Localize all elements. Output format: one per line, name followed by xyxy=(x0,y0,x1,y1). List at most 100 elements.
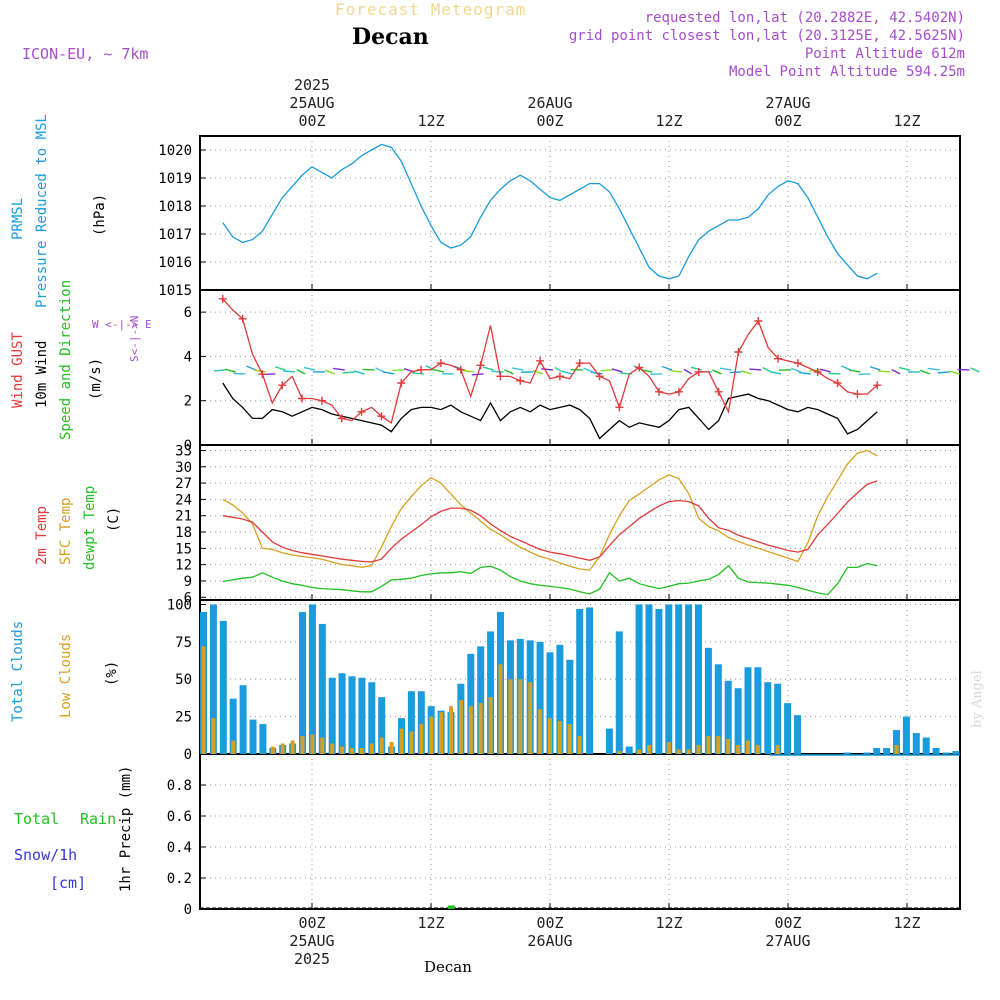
low-cloud-bar xyxy=(468,706,473,754)
temp-ytick-label: 12 xyxy=(175,558,192,574)
total-cloud-bar xyxy=(318,623,326,754)
wind-gust-marker xyxy=(635,363,644,372)
wind-arrow xyxy=(541,368,554,371)
total-cloud-bar xyxy=(942,752,950,754)
precip-ytick-label: 0.4 xyxy=(167,840,192,856)
low-cloud-bar xyxy=(379,737,384,754)
rain-label-total: Total xyxy=(14,810,60,828)
total-cloud-bar xyxy=(695,604,702,754)
low-cloud-bar xyxy=(637,749,642,754)
wind-arrow xyxy=(740,370,752,375)
total-cloud-bar xyxy=(615,631,623,754)
total-cloud-bar xyxy=(902,716,910,754)
temp-ytick-label: 18 xyxy=(175,525,192,541)
temp-ytick-label: 21 xyxy=(175,509,192,525)
total-cloud-bar xyxy=(952,751,960,754)
low-cloud-bar xyxy=(548,718,552,754)
requested-coords: requested lon,lat (20.2882E, 42.5402N) xyxy=(644,10,965,26)
total-cloud-bar xyxy=(467,653,475,754)
low-cloud-bar xyxy=(518,679,523,754)
low-cloud-bar xyxy=(577,736,582,754)
temp-ytick-label: 6 xyxy=(184,590,192,606)
wind-arrow xyxy=(224,368,236,373)
wind-arrow xyxy=(869,366,881,371)
wind-arrow xyxy=(898,366,911,371)
wind-arrow xyxy=(491,370,504,373)
low-cloud-bar xyxy=(617,751,622,754)
top-times-label: 27AUG xyxy=(765,94,811,112)
low-cloud-bar xyxy=(528,682,533,754)
wind-arrow xyxy=(333,367,345,371)
wind-arrow xyxy=(937,371,950,374)
total-cloud-bar xyxy=(734,688,742,754)
temp-ytick-label: 27 xyxy=(175,476,192,492)
wind-gust-marker xyxy=(278,381,287,390)
wind-arrow xyxy=(583,367,593,373)
low-cloud-bar xyxy=(647,745,651,754)
low-cloud-bar xyxy=(706,736,711,754)
wind-gust-marker xyxy=(714,387,723,396)
total-cloud-bar xyxy=(932,748,940,754)
pressure-panel: 1015 1016 1017 1018 1019 1020 xyxy=(158,136,960,299)
wind-arrow xyxy=(554,366,564,373)
wind-arrow xyxy=(482,366,494,371)
total-cloud-bar xyxy=(358,677,366,754)
total-cloud-bar xyxy=(605,728,613,754)
wind-arrow xyxy=(274,366,286,371)
wind-gust-marker xyxy=(655,387,664,396)
low-cloud-bar xyxy=(350,748,354,754)
wind-gust-marker xyxy=(476,361,485,370)
total-cloud-bar xyxy=(655,608,663,754)
total-cloud-bar xyxy=(368,682,376,754)
wind-arrow xyxy=(928,367,940,371)
pressure-ytick-label: 1019 xyxy=(158,171,192,187)
low-cloud-bar xyxy=(775,745,780,754)
wind-arrow xyxy=(841,365,851,371)
low-cloud-bar xyxy=(389,742,394,754)
pressure-ytick-label: 1017 xyxy=(158,227,192,243)
low-cloud-bar xyxy=(458,700,463,754)
total-cloud-bar xyxy=(586,607,594,754)
wind-arrow xyxy=(848,369,861,373)
sfc-temp-line xyxy=(222,449,878,571)
low-cloud-bar xyxy=(290,740,295,754)
low-cloud-bar xyxy=(726,739,731,754)
low-cloud-bar xyxy=(498,664,503,754)
wind-gust-marker xyxy=(873,381,882,390)
total-cloud-bar xyxy=(566,659,574,754)
total-cloud-bar xyxy=(299,611,306,754)
total-cloud-bar xyxy=(893,730,900,754)
wind-arrow xyxy=(819,368,831,373)
wind-arrow xyxy=(213,369,226,372)
bottom-times-label: 25AUG xyxy=(289,932,335,950)
gridpoint-coords: grid point closest lon,lat (20.3125E, 42… xyxy=(568,28,965,44)
wind-gust-marker xyxy=(456,365,465,374)
total-cloud-bar xyxy=(259,724,267,754)
footer-station: Decan xyxy=(424,958,472,976)
wind-arrow xyxy=(891,368,901,375)
low-cloud-bar xyxy=(211,718,216,754)
wind-arrow xyxy=(382,371,395,375)
low-cloud-bar xyxy=(696,745,701,754)
low-cloud-bar xyxy=(449,706,453,754)
temp-ytick-label: 9 xyxy=(184,574,192,590)
wind-arrow xyxy=(970,367,980,373)
total-cloud-bar xyxy=(378,697,386,754)
total-cloud-bar xyxy=(764,682,772,754)
chart-title: Forecast Meteogram xyxy=(335,0,527,19)
total-cloud-bar xyxy=(863,752,871,754)
wind-arrow xyxy=(957,368,970,371)
wind-gust-marker xyxy=(813,367,822,376)
wind-arrow xyxy=(253,369,266,373)
total-cloud-bar xyxy=(249,719,257,754)
model-label: ICON-EU, ~ 7km xyxy=(22,45,149,63)
wind-gust-marker xyxy=(734,348,743,356)
dewpt-line xyxy=(222,562,878,596)
low-cloud-bar xyxy=(231,740,236,754)
wind-gust-marker xyxy=(575,359,584,368)
compass-we: W <-|-> E xyxy=(92,318,152,331)
wind-arrow xyxy=(600,369,613,372)
low-cloud-bar xyxy=(508,679,513,754)
wind-gust-marker xyxy=(337,414,346,423)
